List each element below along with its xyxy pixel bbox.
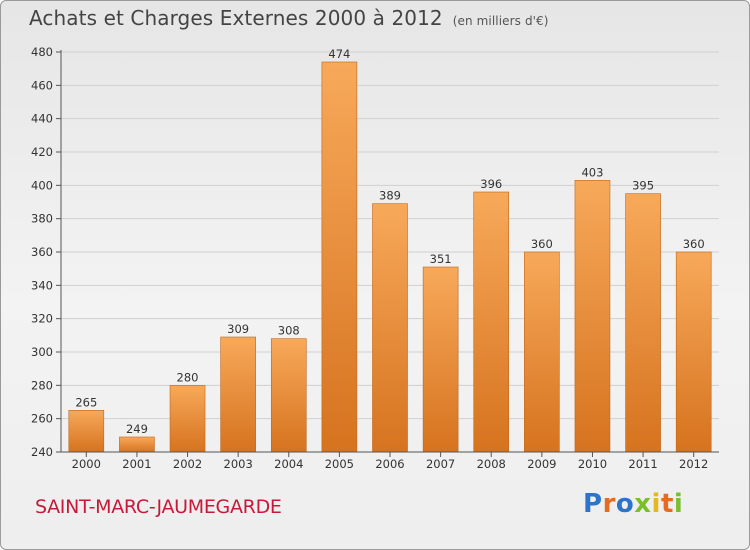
bar-2009 [524, 251, 560, 453]
y-tick-label: 340 [31, 278, 53, 292]
bar-2000 [68, 410, 105, 453]
chart-title: Achats et Charges Externes 2000 à 2012 (e… [29, 6, 549, 30]
x-tick-label: 2011 [628, 457, 657, 471]
bar-2003 [220, 336, 256, 453]
y-tick-label: 360 [31, 245, 53, 259]
city-name: SAINT-MARC-JAUMEGARDE [35, 496, 282, 518]
x-tick-label: 2010 [578, 457, 607, 471]
bar-2012 [675, 251, 712, 453]
y-tick-label: 320 [31, 312, 53, 326]
y-tick-label: 260 [31, 412, 53, 426]
value-label: 403 [581, 165, 603, 179]
x-tick-label: 2007 [426, 457, 455, 471]
bar-2002 [169, 385, 206, 453]
value-label: 396 [480, 177, 502, 191]
x-tick-label: 2001 [122, 457, 151, 471]
value-label: 265 [75, 395, 97, 409]
bar-2007 [422, 266, 459, 453]
value-label: 360 [531, 237, 553, 251]
value-label: 280 [177, 370, 199, 384]
y-tick-label: 480 [31, 45, 53, 59]
bar-2008 [473, 191, 510, 453]
y-tick-label: 280 [31, 378, 53, 392]
bar-2010 [574, 180, 611, 453]
x-tick-label: 2009 [527, 457, 556, 471]
title-text: Achats et Charges Externes 2000 à 2012 [29, 6, 443, 30]
value-label: 360 [683, 237, 705, 251]
x-tick-label: 2000 [72, 457, 101, 471]
x-tick-label: 2008 [477, 457, 506, 471]
value-label: 389 [379, 189, 401, 203]
value-label: 351 [430, 252, 452, 266]
proxiti-logo: Proxiti [583, 489, 684, 519]
y-tick-label: 400 [31, 178, 53, 192]
x-tick-label: 2003 [224, 457, 253, 471]
x-tick-label: 2005 [325, 457, 354, 471]
value-label: 309 [227, 322, 249, 336]
bar-2004 [270, 338, 307, 453]
unit-label: (en milliers d'€) [452, 14, 549, 28]
bar-2011 [625, 193, 661, 453]
y-tick-label: 300 [31, 345, 53, 359]
x-tick-label: 2006 [375, 457, 404, 471]
value-label: 308 [278, 324, 300, 338]
bar-2001 [119, 436, 155, 453]
bar-2006 [372, 203, 408, 453]
y-tick-label: 420 [31, 145, 53, 159]
bar-2005 [321, 61, 358, 453]
x-tick-label: 2002 [173, 457, 202, 471]
y-tick-label: 440 [31, 112, 53, 126]
y-tick-label: 240 [31, 445, 53, 459]
bars: 265 249 280 309 308 474 389 351 396 360 403 395 360 [68, 47, 712, 453]
x-tick-label: 2012 [679, 457, 708, 471]
x-tick-label: 2004 [274, 457, 303, 471]
axes: 240 260 280 300 320 340 360 380 400 420 440 460 480 2… [31, 45, 719, 471]
y-tick-label: 460 [31, 78, 53, 92]
value-label: 249 [126, 422, 148, 436]
y-tick-label: 380 [31, 212, 53, 226]
value-label: 474 [328, 47, 350, 61]
value-label: 395 [632, 179, 654, 193]
